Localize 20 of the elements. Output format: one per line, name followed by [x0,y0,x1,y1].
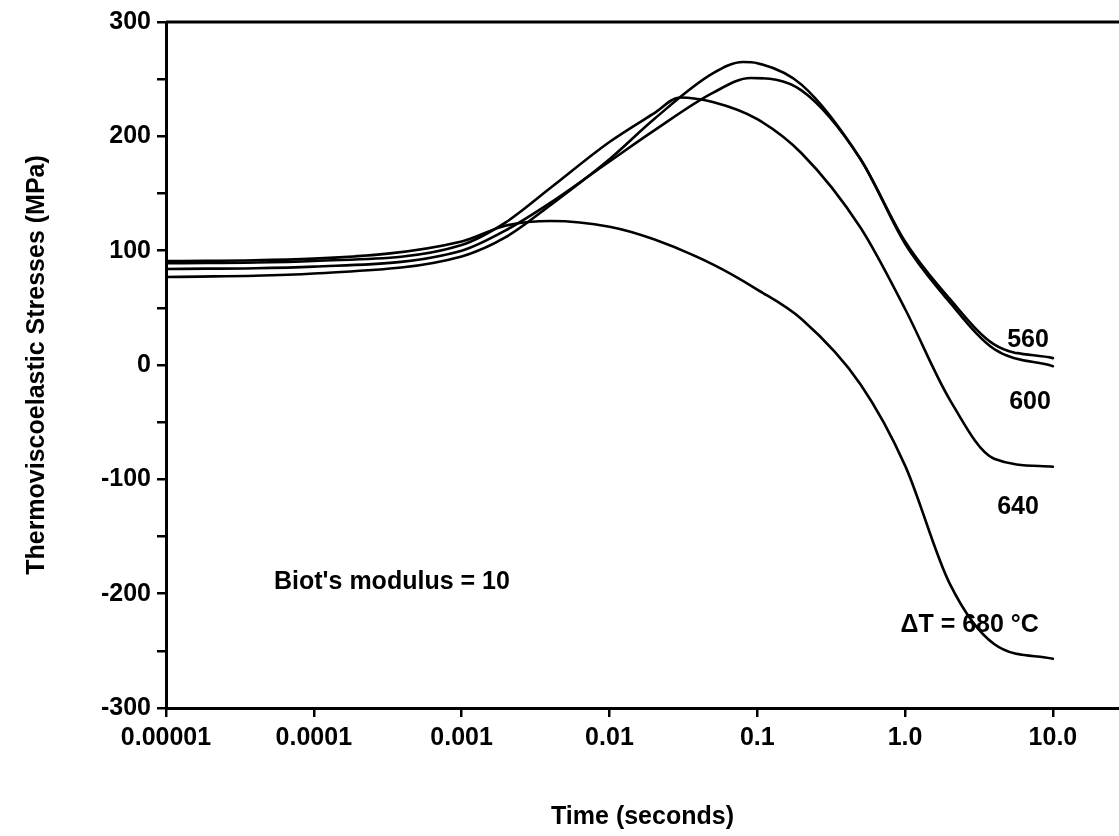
y-tick-label: -200 [100,577,151,606]
y-tick-label: 100 [109,234,151,263]
x-axis-title: Time (seconds) [551,800,734,829]
y-tick-label: -300 [100,691,151,720]
series-label: 560 [1007,324,1049,353]
x-tick-label: 0.01 [585,721,634,750]
x-tick-label: 0.0001 [275,721,353,750]
y-axis-title: Thermoviscoelastic Stresses (MPa) [20,155,49,575]
y-tick-label: 200 [109,120,151,149]
x-tick-label: 0.001 [430,721,494,750]
x-tick-label: 0.00001 [120,721,212,750]
y-tick-label: 0 [137,348,151,377]
x-tick-label: 0.1 [739,721,775,750]
series-label: 600 [1009,386,1051,415]
annotation: Biot's modulus = 10 [274,565,510,594]
x-tick-label: 10.0 [1028,721,1078,750]
y-tick-label: 300 [109,5,151,34]
y-tick-label: -100 [100,463,151,492]
series-label: 640 [997,490,1039,519]
x-tick-label: 1.0 [887,721,923,750]
